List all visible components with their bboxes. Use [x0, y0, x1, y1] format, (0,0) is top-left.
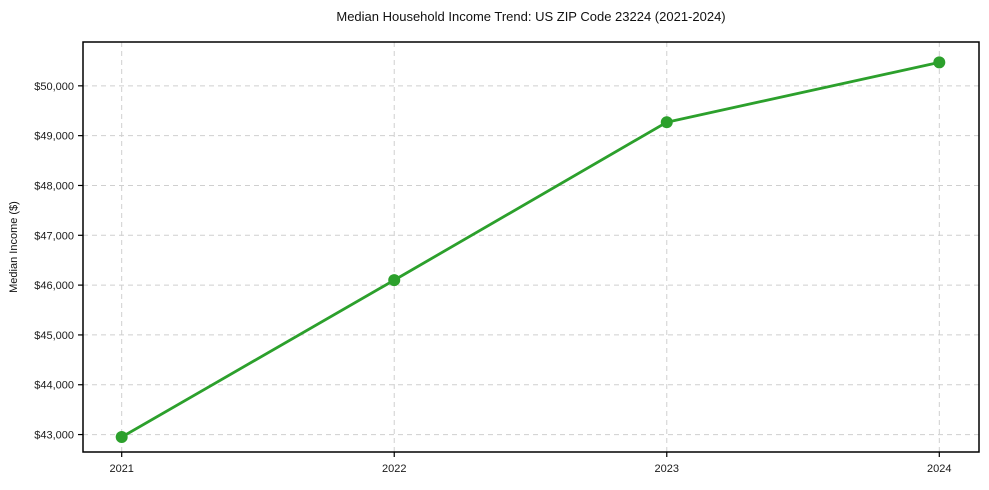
y-tick-label: $45,000: [34, 330, 74, 342]
y-tick-label: $46,000: [34, 280, 74, 292]
x-tick-label: 2022: [382, 463, 406, 475]
data-point-marker: [933, 56, 946, 69]
data-point-marker: [388, 274, 401, 287]
chart-title: Median Household Income Trend: US ZIP Co…: [336, 9, 726, 24]
y-tick-label: $48,000: [34, 180, 74, 192]
plot-border: [82, 41, 980, 453]
trend-line: [120, 61, 941, 439]
y-tick-label: $43,000: [34, 430, 74, 442]
y-tick-label: $47,000: [34, 230, 74, 242]
y-tick-label: $49,000: [34, 131, 74, 143]
data-point-marker: [115, 431, 128, 444]
y-tick-label: $50,000: [34, 81, 74, 93]
data-point-marker: [660, 116, 673, 129]
x-tick-label: 2023: [655, 463, 679, 475]
y-tick-label: $44,000: [34, 380, 74, 392]
x-tick-label: 2021: [109, 463, 133, 475]
x-tick-label: 2024: [927, 463, 951, 475]
